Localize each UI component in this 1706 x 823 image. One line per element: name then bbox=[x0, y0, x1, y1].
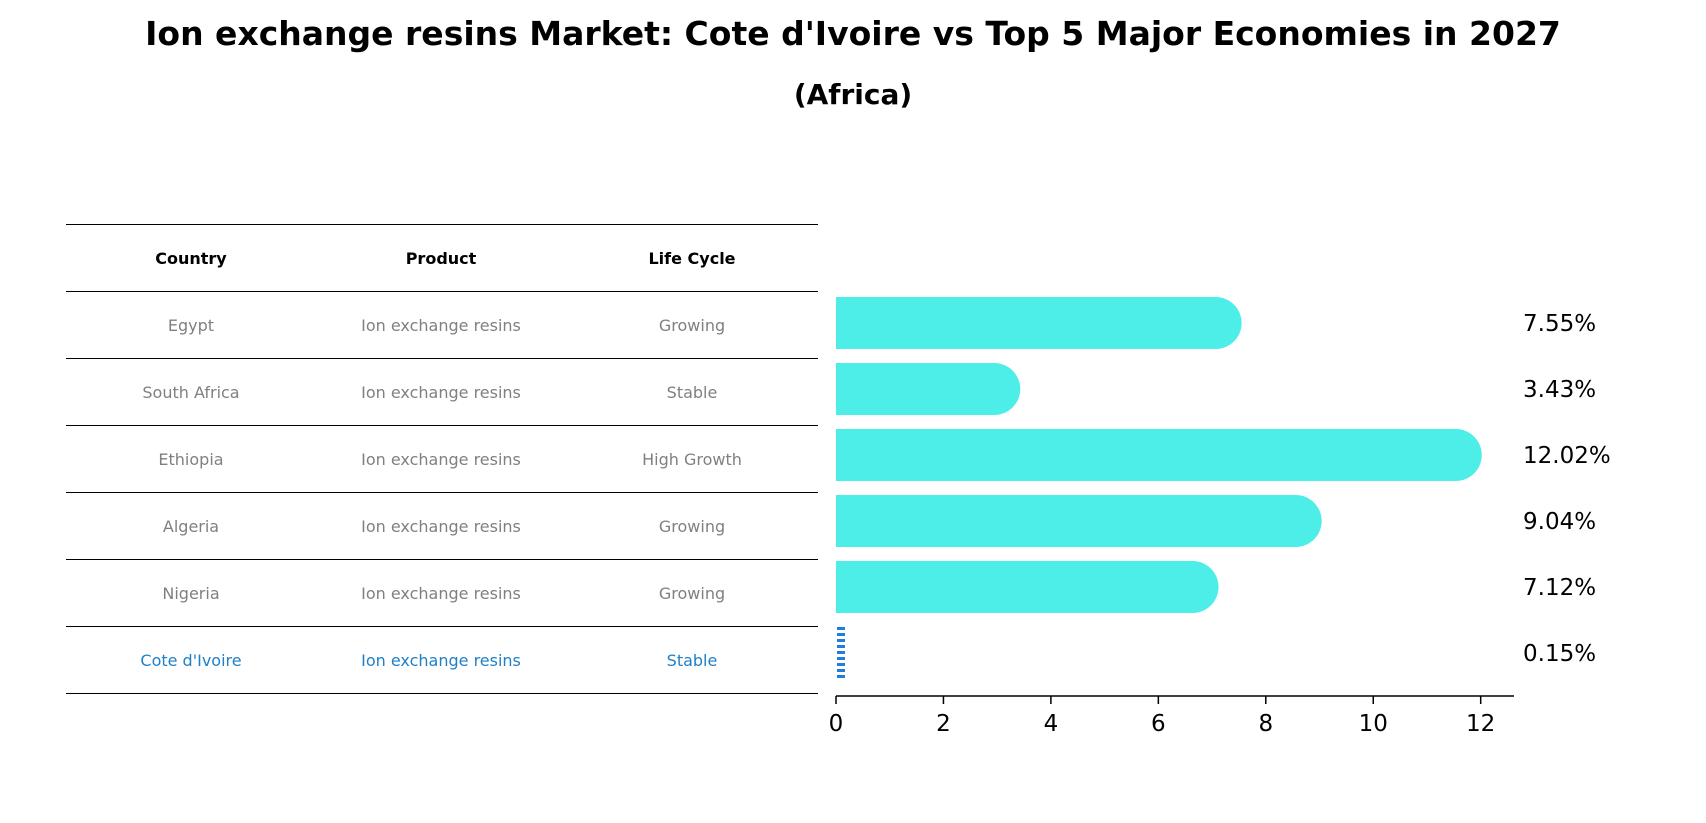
cell-country: Cote d'Ivoire bbox=[66, 626, 316, 694]
cell-product: Ion exchange resins bbox=[316, 559, 566, 627]
cell-product: Ion exchange resins bbox=[316, 492, 566, 560]
x-tick-label: 2 bbox=[936, 711, 951, 737]
bar-value-label: 7.12% bbox=[1523, 575, 1596, 601]
table-row: Egypt Ion exchange resins Growing bbox=[66, 291, 818, 359]
bar-value-label: 0.15% bbox=[1523, 641, 1596, 667]
cell-life-cycle: High Growth bbox=[566, 425, 818, 493]
header-product: Product bbox=[316, 224, 566, 292]
cell-country: South Africa bbox=[66, 358, 316, 426]
cell-life-cycle: Growing bbox=[566, 559, 818, 627]
cell-life-cycle: Growing bbox=[566, 492, 818, 560]
x-tick-label: 4 bbox=[1044, 711, 1059, 737]
chart-title: Ion exchange resins Market: Cote d'Ivoir… bbox=[145, 14, 1561, 53]
x-tick-label: 6 bbox=[1151, 711, 1166, 737]
header-country: Country bbox=[66, 224, 316, 292]
cell-life-cycle: Stable bbox=[566, 358, 818, 426]
chart-subtitle: (Africa) bbox=[793, 78, 913, 111]
table-row-highlighted: Cote d'Ivoire Ion exchange resins Stable bbox=[66, 626, 818, 694]
table-row: South Africa Ion exchange resins Stable bbox=[66, 358, 818, 426]
bar bbox=[836, 429, 1482, 481]
table-header-row: Country Product Life Cycle bbox=[66, 224, 818, 292]
bar bbox=[836, 297, 1242, 349]
x-tick-label: 8 bbox=[1258, 711, 1273, 737]
bar-value-label: 3.43% bbox=[1523, 377, 1596, 403]
bar bbox=[836, 363, 1021, 415]
cell-product: Ion exchange resins bbox=[316, 626, 566, 694]
table-row: Nigeria Ion exchange resins Growing bbox=[66, 559, 818, 627]
cell-product: Ion exchange resins bbox=[316, 358, 566, 426]
table-row: Ethiopia Ion exchange resins High Growth bbox=[66, 425, 818, 493]
x-tick-label: 10 bbox=[1359, 711, 1388, 737]
cell-life-cycle: Growing bbox=[566, 291, 818, 359]
cell-product: Ion exchange resins bbox=[316, 291, 566, 359]
cell-country: Egypt bbox=[66, 291, 316, 359]
country-table: Country Product Life Cycle Egypt Ion exc… bbox=[66, 224, 818, 694]
bar-value-label: 9.04% bbox=[1523, 509, 1596, 535]
cell-product: Ion exchange resins bbox=[316, 425, 566, 493]
cell-life-cycle: Stable bbox=[566, 626, 818, 694]
bar-value-label: 7.55% bbox=[1523, 311, 1596, 337]
cell-country: Ethiopia bbox=[66, 425, 316, 493]
header-life-cycle: Life Cycle bbox=[566, 224, 818, 292]
x-tick-label: 12 bbox=[1466, 711, 1495, 737]
bar bbox=[836, 495, 1322, 547]
x-tick-label: 0 bbox=[829, 711, 844, 737]
cell-country: Algeria bbox=[66, 492, 316, 560]
table-row: Algeria Ion exchange resins Growing bbox=[66, 492, 818, 560]
bar bbox=[836, 561, 1219, 613]
cell-country: Nigeria bbox=[66, 559, 316, 627]
bar-value-label: 12.02% bbox=[1523, 443, 1611, 469]
